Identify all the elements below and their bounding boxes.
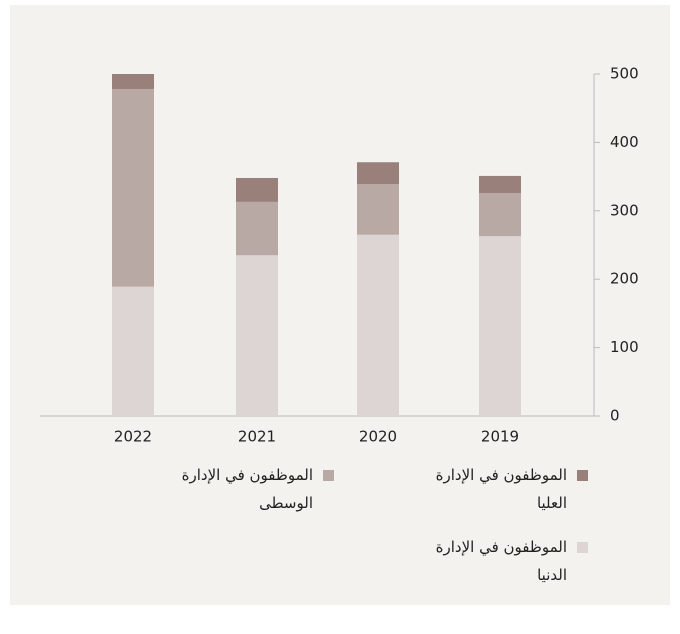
legend-label: الموظفون في الإدارة العليا: [435, 466, 567, 512]
y-tick-label: 300: [610, 201, 639, 219]
x-tick-label: 2020: [359, 428, 397, 446]
y-tick-label: 200: [610, 270, 639, 288]
y-tick-label: 100: [610, 338, 639, 356]
legend-item: الموظفون في الإدارة العليا: [398, 461, 588, 517]
bar-segment: [236, 201, 278, 256]
bar-segment: [357, 162, 399, 185]
legend-label: الموظفون في الإدارة الدنيا: [435, 538, 567, 584]
y-tick-label: 0: [610, 407, 620, 425]
legend-item: الموظفون في الإدارة الوسطى: [144, 461, 334, 517]
bar-segment: [112, 286, 154, 416]
bar-segment: [357, 184, 399, 235]
bar-segment: [236, 255, 278, 416]
bar-segment: [236, 177, 278, 202]
bar-segment: [479, 175, 521, 194]
legend-label: الموظفون في الإدارة الوسطى: [181, 466, 313, 512]
x-tick-label: 2022: [114, 428, 152, 446]
bar-segment: [479, 193, 521, 237]
bar-segment: [357, 234, 399, 416]
legend-swatch: [577, 470, 588, 481]
bar-segment: [112, 74, 154, 90]
x-tick-label: 2019: [481, 428, 519, 446]
bar-segment: [112, 89, 154, 287]
y-tick-label: 400: [610, 133, 639, 151]
x-tick-label: 2021: [238, 428, 276, 446]
y-tick-label: 500: [610, 65, 639, 83]
legend-swatch: [323, 470, 334, 481]
legend-item: الموظفون في الإدارة الدنيا: [398, 533, 588, 589]
legend-swatch: [577, 542, 588, 553]
bar-segment: [479, 236, 521, 416]
